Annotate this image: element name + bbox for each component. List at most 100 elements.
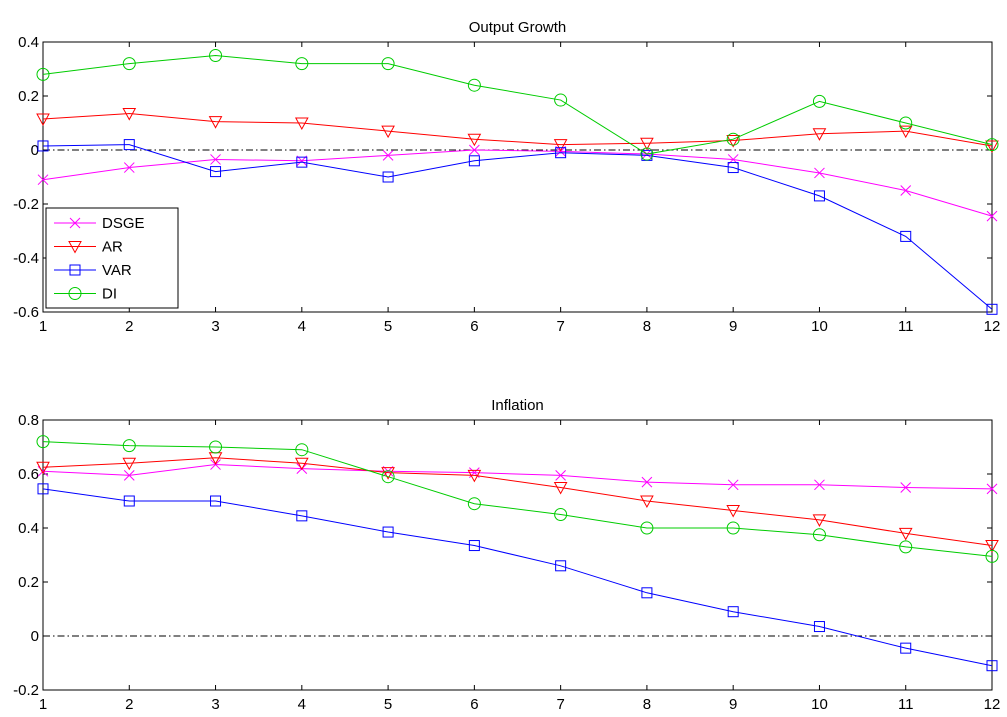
data-point-dsge <box>469 144 480 156</box>
data-point-var <box>123 495 135 507</box>
data-point-ar <box>122 457 137 471</box>
data-point-ar <box>640 495 654 509</box>
data-point-dsge <box>727 479 739 491</box>
data-point-dsge <box>123 162 135 173</box>
data-point-dsge <box>123 469 135 481</box>
series-line-ar <box>42 457 993 547</box>
data-point-var <box>296 510 308 522</box>
data-point-ar <box>467 133 482 147</box>
data-point-ar <box>294 457 309 471</box>
data-point-dsge <box>986 210 998 222</box>
data-point-di <box>640 147 654 161</box>
data-point-di <box>899 540 913 554</box>
series-di <box>36 435 999 563</box>
data-point-dsge <box>814 167 825 179</box>
data-point-dsge <box>210 154 221 165</box>
data-point-di <box>467 497 481 511</box>
data-point-dsge <box>37 174 49 186</box>
data-point-ar <box>553 139 568 152</box>
x-tick-label: 10 <box>811 318 828 335</box>
y-tick-label: -0.4 <box>13 250 39 267</box>
data-point-var <box>727 606 739 618</box>
data-point-var <box>813 621 825 633</box>
data-point-var <box>986 660 998 672</box>
x-tick-label: 3 <box>211 318 219 335</box>
data-point-di <box>122 439 136 453</box>
x-tick-label: 11 <box>898 318 914 335</box>
x-tick-label: 10 <box>811 696 828 713</box>
data-point-ar <box>381 125 395 139</box>
y-tick-label: 0.2 <box>18 574 39 591</box>
data-point-ar <box>726 135 741 148</box>
legend-box <box>45 207 179 309</box>
data-point-di <box>899 116 913 130</box>
data-point-di <box>554 93 568 107</box>
y-tick-label: 0.4 <box>18 520 39 537</box>
y-tick-label: -0.6 <box>13 304 39 321</box>
data-point-var <box>210 495 222 507</box>
data-point-ar <box>985 140 999 153</box>
y-tick-label: 0.4 <box>18 34 39 51</box>
data-point-ar <box>36 113 50 126</box>
x-tick-label: 12 <box>984 318 1001 335</box>
data-point-var <box>37 483 49 495</box>
legend-label-di: DI <box>102 286 117 303</box>
data-point-di <box>985 549 999 563</box>
data-point-var <box>900 230 912 242</box>
data-point-di <box>640 521 654 535</box>
series-ar <box>36 108 999 153</box>
x-tick-label: 8 <box>643 696 651 713</box>
data-point-di <box>36 67 50 81</box>
x-tick-label: 4 <box>298 318 306 335</box>
data-point-di <box>726 521 740 535</box>
data-point-di <box>812 94 826 108</box>
data-point-di <box>209 49 223 62</box>
data-point-var <box>210 166 222 178</box>
data-point-di <box>36 435 50 449</box>
x-tick-label: 11 <box>898 696 914 713</box>
data-point-di <box>122 57 136 71</box>
data-point-ar <box>812 514 827 527</box>
series-var <box>37 139 998 315</box>
series-line-ar <box>42 113 993 147</box>
legend-marker-di <box>68 287 82 300</box>
plot-area <box>42 41 993 313</box>
series-line-var <box>42 144 993 310</box>
data-point-var <box>813 190 825 202</box>
data-point-di <box>812 528 826 542</box>
x-tick-label: 5 <box>384 318 392 335</box>
x-tick-label: 6 <box>470 696 478 713</box>
x-tick-label: 2 <box>125 318 133 335</box>
data-point-di <box>467 78 481 92</box>
series-var <box>37 483 998 672</box>
data-point-dsge <box>900 482 912 493</box>
series-line-dsge <box>42 149 993 217</box>
series-line-var <box>42 488 993 667</box>
data-point-var <box>555 147 567 159</box>
data-point-var <box>382 526 394 538</box>
data-point-ar <box>553 482 568 495</box>
data-point-di <box>554 508 568 521</box>
data-point-ar <box>36 461 50 475</box>
legend-marker-var <box>69 264 81 276</box>
data-point-ar <box>898 125 913 139</box>
legend-marker-ar <box>68 241 82 254</box>
data-point-di <box>295 443 309 457</box>
y-tick-label: 0 <box>31 142 39 159</box>
series-dsge <box>37 144 998 222</box>
data-point-var <box>727 162 739 174</box>
x-tick-label: 3 <box>211 696 219 713</box>
data-point-dsge <box>814 479 825 491</box>
legend-marker-dsge <box>69 217 81 229</box>
data-point-di <box>381 470 395 484</box>
y-tick-label: 0.6 <box>18 466 39 483</box>
legend-label-ar: AR <box>102 239 123 256</box>
chart-title: Output Growth <box>469 19 567 36</box>
data-point-di <box>209 440 223 454</box>
data-point-var <box>382 171 394 183</box>
x-tick-label: 7 <box>556 696 564 713</box>
data-point-ar <box>381 467 395 480</box>
y-tick-label: 0 <box>31 628 39 645</box>
